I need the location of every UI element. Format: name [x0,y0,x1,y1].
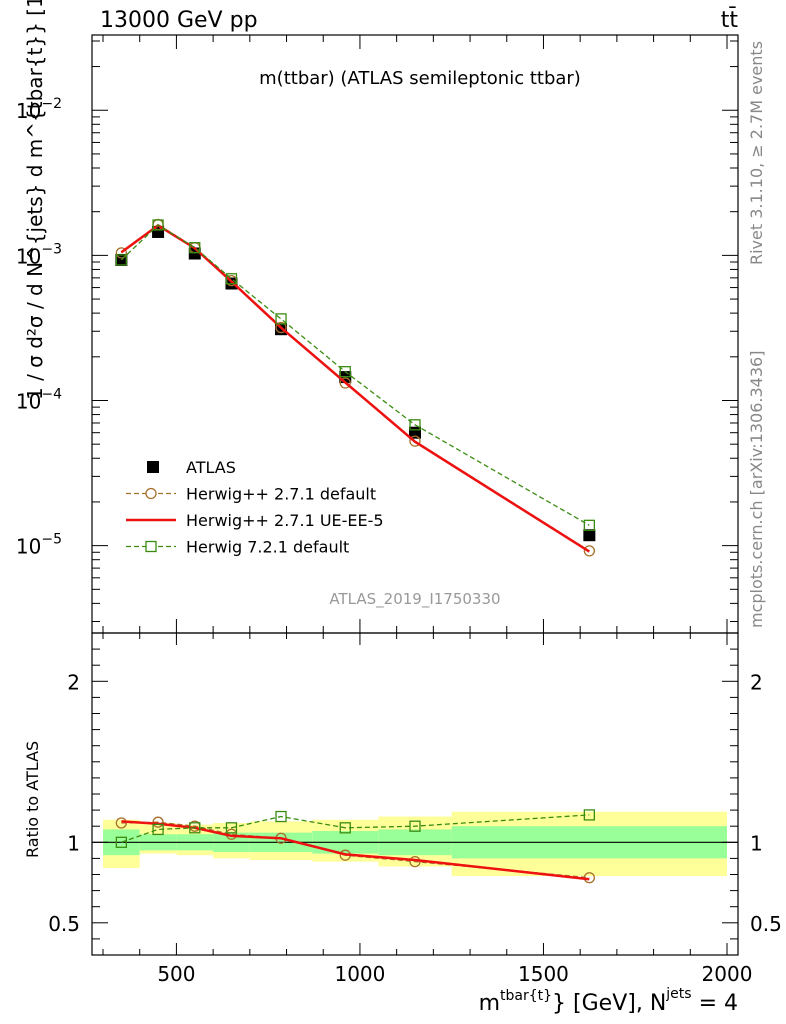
analysis-id: ATLAS_2019_I1750330 [329,590,500,609]
herwig7-default-point [409,820,421,832]
x-axis-label-sup: tbar{t} [500,988,552,1004]
legend-label: Herwig++ 2.7.1 default [186,485,376,504]
x-axis-label-main: m [479,991,500,1016]
chart-title: m(ttbar) (ATLAS semileptonic ttbar) [259,68,581,89]
legend-label: ATLAS [186,458,236,477]
legend: ATLAS Herwig++ 2.7.1 default Herwig++ 2.7.… [126,458,384,557]
herwig7-default-point [152,219,164,231]
herwig7-default-point [339,366,351,378]
legend-marker-circle [145,487,157,500]
herwig7-default-point [152,823,164,836]
y-tick-base: 10 [16,390,41,414]
ratio-tick-label-right: 1 [750,831,763,855]
rivet-label: Rivet 3.1.10, ≥ 2.7M events [747,41,766,265]
y-tick-base: 10 [16,99,41,123]
main-panel-series [115,218,596,557]
legend-marker-square [145,540,157,553]
y-tick-exp: −5 [41,532,62,548]
x-axis-label: mtbar{t}} [GeV], Njets = 4 [479,986,738,1016]
legend-marker-atlas [147,461,159,473]
mcplots-label: mcplots.cern.ch [arXiv:1306.3436] [747,351,766,628]
herwig7-default-point [115,254,128,266]
ratio-bands [92,811,738,877]
herwig7-default-point [583,809,595,821]
ratio-panel-frame [91,632,739,956]
atlas-data-point [583,529,596,542]
y-tick-label: 10−5 [16,532,62,559]
y-tick-base: 10 [16,244,41,268]
herwigpp-default-point [275,321,287,334]
ratio-axis-label: Ratio to ATLAS [23,741,42,858]
x-tick-label: 2000 [702,962,753,986]
x-tick-label: 1000 [334,962,385,986]
x-tick-label: 1500 [518,962,569,986]
series-line-dashed-square [121,814,590,843]
header-energy: 13000 GeV pp [100,8,258,33]
legend-label: Herwig++ 2.7.1 UE-EE-5 [186,511,384,530]
herwig7-default-point [225,273,238,285]
ratio-tick-label: 0.5 [48,912,80,936]
y-tick-base: 10 [16,535,41,559]
ratio-tick-label-right: 2 [750,670,763,694]
ratio-tick-label: 2 [67,670,80,694]
herwig7-default-point [189,242,201,254]
herwigpp-default-point [115,247,128,259]
series-line-solid [121,820,590,881]
herwig7-default-point [339,822,351,834]
herwigpp-default-point [409,435,421,447]
ratio-panel-series [115,809,595,884]
x-tick-label: 500 [157,962,195,986]
herwig7-default-point [225,822,238,834]
herwig7-default-point [583,519,595,531]
header-process: tt̄ [721,7,739,33]
herwigpp-default-point [115,817,128,829]
y-tick-exp: −3 [41,241,62,257]
y-tick-exp: −2 [41,96,62,112]
y-axis-label: 1 / σ d²σ / d N^{jets} d m^{tbar{t}} [1/… [23,0,47,400]
ratio-tick-label-right: 0.5 [750,912,782,936]
x-axis-label-end: = 4 [692,991,738,1016]
herwig7-default-point [115,836,128,848]
series-line-dashed-square [120,224,590,526]
herwig7-default-point [189,822,201,834]
herwigpp-default-point [583,545,595,557]
ratio-tick-label: 1 [67,831,80,855]
legend-label: Herwig 7.2.1 default [186,538,349,557]
y-tick-label: 10−4 [16,387,62,414]
y-tick-label: 10−3 [16,241,62,268]
y-tick-label: 10−2 [16,96,62,123]
x-axis-label-after: } [GeV], N [552,991,666,1016]
herwigpp-default-point [152,816,164,828]
herwigpp-default-point [339,377,351,389]
herwig7-default-point [275,313,287,325]
herwig7-default-point [409,419,421,431]
herwig7-default-point [275,810,287,823]
y-tick-exp: −4 [41,387,62,403]
x-axis-label-sup2: jets [665,986,691,1002]
